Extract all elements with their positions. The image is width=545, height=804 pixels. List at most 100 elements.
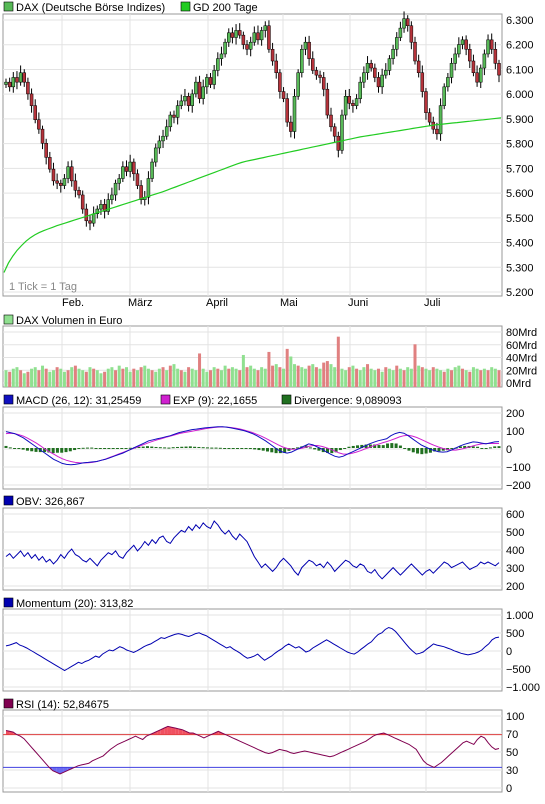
volume-bar [230, 367, 234, 387]
divergence-bar [326, 448, 330, 453]
candle-body [190, 93, 194, 106]
candle-body [482, 53, 487, 69]
divergence-bar [43, 448, 47, 453]
candle-body [7, 81, 12, 88]
rsi-oversold-fill [52, 767, 57, 773]
legend-swatch-exp [160, 394, 171, 405]
divergence-bar [471, 446, 475, 448]
volume-bar [249, 365, 253, 387]
candle-body [128, 161, 132, 172]
legend-label-macd: MACD (26, 12): 31,25459 [16, 395, 141, 407]
divergence-bar [283, 448, 287, 453]
candle-body [15, 77, 19, 83]
volume-bar [190, 368, 194, 387]
candle-body [26, 81, 30, 95]
y-tick-label: 200 [506, 581, 524, 593]
divergence-bar [463, 445, 467, 448]
divergence-bar [235, 448, 239, 449]
candle-body [427, 112, 432, 123]
candle-body [33, 105, 37, 121]
panel-frame-5 [2, 709, 503, 793]
divergence-bar [115, 448, 119, 449]
candle-body [409, 25, 414, 43]
volume-bar [409, 368, 413, 387]
volume-bar [355, 368, 359, 387]
candle-body [270, 49, 275, 62]
volume-bar [103, 371, 107, 387]
candle-body [205, 77, 209, 88]
volume-bar [219, 370, 223, 387]
divergence-bar [94, 448, 98, 449]
volume-bar [479, 370, 483, 387]
rsi-overbought-fill [171, 727, 176, 735]
y-tick-label: 1.000 [506, 610, 534, 622]
candle-body [69, 166, 74, 182]
candle-body [106, 199, 111, 212]
divergence-bar [287, 448, 291, 451]
legend-swatch-dax [3, 1, 14, 12]
candle-body [289, 121, 293, 132]
divergence-bar [488, 447, 492, 449]
divergence-bar [394, 443, 398, 448]
legend-label-gd200: GD 200 Tage [193, 2, 258, 14]
y-tick-label: 5.400 [506, 238, 534, 250]
volume-bar [282, 368, 286, 387]
volume-bar [420, 367, 424, 387]
y-tick-label: 5.300 [506, 262, 534, 274]
volume-bar [15, 367, 19, 387]
divergence-bar [73, 448, 77, 451]
volume-bar [209, 370, 213, 387]
y-tick-label: 400 [506, 545, 524, 557]
candle-body [365, 63, 370, 73]
candle-body [29, 93, 34, 106]
divergence-bar [420, 448, 424, 455]
volume-bar [227, 368, 231, 387]
volume-bar [216, 368, 220, 387]
y-tick-label: 50 [506, 747, 518, 759]
candle-body [150, 161, 154, 179]
candle-body [435, 128, 439, 135]
rsi-line [5, 725, 500, 775]
volume-bar [322, 362, 326, 387]
volume-bar [311, 364, 315, 387]
volume-bar [234, 368, 238, 387]
x-label-april: April [206, 297, 228, 309]
volume-bar [263, 368, 267, 387]
divergence-bar [158, 447, 162, 449]
divergence-bar [437, 448, 441, 452]
volume-bar [150, 370, 154, 387]
volume-bar [424, 368, 428, 387]
volume-bar [260, 367, 264, 387]
y-tick-label: 6.000 [506, 89, 534, 101]
volume-bar [128, 371, 132, 387]
candle-body [340, 114, 344, 151]
candle-body [351, 103, 355, 106]
volume-bar [384, 367, 388, 387]
legend-label-divergence: Divergence: 9,089093 [294, 395, 402, 407]
panel-frame-3 [2, 507, 503, 591]
divergence-bar [98, 448, 102, 449]
candle-body [48, 157, 52, 170]
rsi-overbought-fill [164, 726, 168, 735]
candle-body [278, 72, 282, 92]
divergence-bar [205, 447, 209, 449]
candle-body [373, 67, 377, 78]
legend-label-obv: OBV: 326,867 [16, 496, 85, 508]
candle-body [274, 60, 278, 73]
divergence-bar [270, 448, 274, 453]
x-label-mai: Mai [280, 297, 298, 309]
volume-bar [289, 356, 293, 387]
divergence-bar [334, 448, 338, 453]
y-tick-label: 6.100 [506, 64, 534, 76]
divergence-bar [386, 443, 390, 448]
divergence-bar [81, 447, 85, 449]
legend-swatch-rsi [3, 698, 14, 709]
volume-bar [132, 368, 136, 387]
panel-frame-0 [2, 13, 503, 297]
volume-bar [117, 365, 121, 387]
candle-body [460, 39, 465, 45]
candle-body [489, 39, 494, 50]
candle-body [40, 128, 45, 144]
candle-body [110, 194, 114, 200]
divergence-bar [201, 447, 205, 449]
